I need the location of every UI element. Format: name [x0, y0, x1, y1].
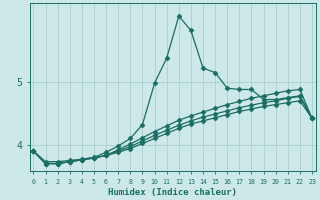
X-axis label: Humidex (Indice chaleur): Humidex (Indice chaleur): [108, 188, 237, 197]
